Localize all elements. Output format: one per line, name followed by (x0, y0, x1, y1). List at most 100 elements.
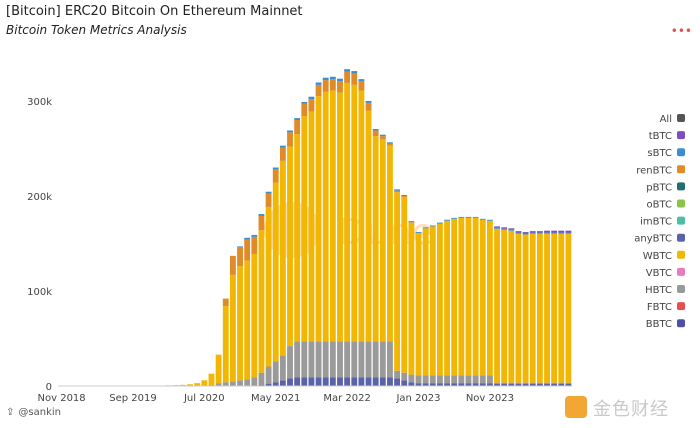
bar-wbtc (287, 146, 293, 347)
bar-renbtc (372, 130, 379, 137)
bar-wbtc (429, 226, 436, 376)
bar-renbtc (308, 99, 315, 112)
bar-tbtc (508, 228, 515, 230)
footer: ⇪ @sankin (6, 407, 61, 418)
legend-swatch-obtc (677, 199, 685, 208)
bar-hbtc (387, 341, 393, 378)
bar-sbtc (544, 232, 550, 234)
bar-anybtc (301, 377, 308, 386)
bar-anybtc (536, 383, 543, 387)
bar-wbtc (536, 233, 543, 383)
bar-hbtc (265, 366, 272, 384)
bar-sbtc (522, 233, 529, 235)
bar-tbtc (558, 230, 565, 233)
x-tick-label: Nov 2018 (38, 393, 86, 404)
bar-anybtc (394, 378, 401, 386)
bar-sbtc (251, 234, 258, 237)
bar-hbtc (472, 375, 479, 384)
bar-wbtc (372, 136, 379, 342)
legend-label-fbtc: FBTC (647, 302, 672, 313)
bar-tbtc (515, 231, 522, 233)
bar-hbtc (337, 341, 343, 378)
bar-hbtc (479, 375, 486, 384)
bar-hbtc (279, 355, 286, 381)
bar-wbtc (208, 373, 215, 386)
bar-hbtc (394, 370, 401, 379)
bar-tbtc (501, 227, 508, 229)
bar-sbtc (551, 232, 558, 234)
bar-renbtc (315, 84, 322, 97)
bar-sbtc (458, 216, 465, 218)
upload-icon: ⇪ (6, 407, 15, 418)
author-label: @sankin (18, 407, 61, 418)
brand-name: 金色财经 (593, 399, 669, 420)
bar-hbtc (451, 375, 458, 384)
bar-wbtc (472, 217, 479, 376)
bar-anybtc (558, 383, 565, 387)
bar-sbtc (508, 229, 515, 231)
bar-tbtc (551, 230, 558, 233)
x-tick-label: Sep 2019 (109, 393, 156, 404)
bar-wbtc (529, 233, 536, 383)
legend-swatch-wbtc (677, 250, 685, 259)
bar-hbtc (551, 382, 558, 384)
bar-sbtc (272, 167, 279, 170)
bar-anybtc (472, 383, 479, 386)
bar-renbtc (387, 143, 393, 146)
bar-anybtc (279, 380, 286, 386)
bar-wbtc (508, 230, 515, 383)
bar-anybtc (401, 380, 408, 386)
bar-wbtc (444, 220, 450, 376)
bar-anybtc (565, 383, 572, 387)
bar-wbtc (494, 228, 500, 383)
bar-wbtc (394, 192, 401, 371)
bar-renbtc (244, 239, 251, 261)
legend-label-all: All (660, 114, 672, 125)
bar-hbtc (565, 382, 572, 384)
bar-renbtc (401, 196, 408, 197)
bar-hbtc (315, 341, 322, 378)
bar-anybtc (422, 383, 429, 386)
bar-renbtc (394, 190, 401, 193)
bar-anybtc (408, 382, 415, 386)
bar-wbtc (337, 92, 343, 342)
bar-sbtc (472, 216, 479, 218)
bar-anybtc (294, 377, 301, 386)
x-tick-label: Jul 2020 (183, 393, 225, 404)
bar-hbtc (358, 341, 365, 378)
bar-hbtc (408, 374, 415, 383)
bar-sbtc (486, 219, 493, 221)
bar-anybtc (479, 383, 486, 386)
y-tick-label: 200k (27, 192, 52, 203)
bar-wbtc (379, 139, 386, 342)
bar-sbtc (258, 214, 265, 216)
bar-wbtc (315, 96, 322, 342)
bar-wbtc (387, 145, 393, 342)
bar-hbtc (244, 379, 251, 386)
bar-wbtc (415, 233, 422, 376)
bar-sbtc (279, 145, 286, 148)
bar-anybtc (265, 383, 272, 387)
bar-sbtc (429, 225, 436, 227)
bar-hbtc (458, 375, 465, 384)
bar-hbtc (415, 375, 422, 384)
legend-label-renbtc: renBTC (636, 165, 672, 176)
bar-hbtc (437, 375, 443, 384)
bar-renbtc (358, 81, 365, 91)
bar-wbtc (358, 90, 365, 342)
bar-wbtc (479, 219, 486, 376)
bar-hbtc (301, 341, 308, 378)
bar-anybtc (379, 377, 386, 386)
legend-swatch-all (677, 114, 685, 122)
ellipsis-icon[interactable]: ••• (670, 24, 692, 38)
legend-label-hbtc: HBTC (645, 285, 672, 296)
chart-subtitle: Bitcoin Token Metrics Analysis (6, 23, 187, 37)
bar-sbtc (415, 232, 422, 234)
bar-anybtc (437, 383, 443, 386)
chart-title: [Bitcoin] ERC20 Bitcoin On Ethereum Main… (6, 4, 303, 19)
bar-anybtc (444, 383, 450, 386)
bar-hbtc (544, 382, 550, 384)
bar-wbtc (458, 217, 465, 376)
bar-anybtc (329, 377, 336, 386)
bar-wbtc (308, 111, 315, 342)
